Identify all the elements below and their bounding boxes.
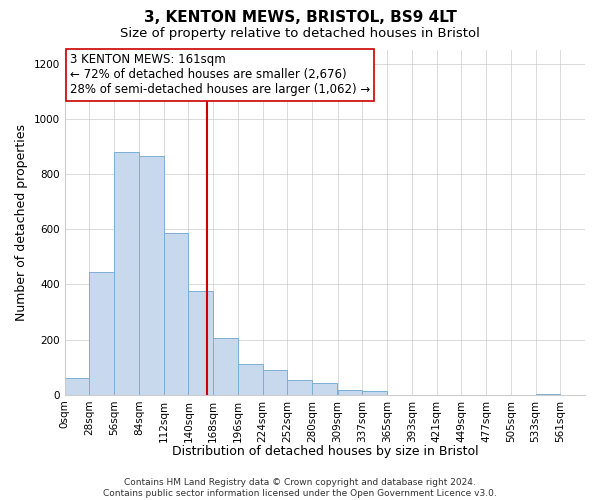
Bar <box>263 370 287 394</box>
Y-axis label: Number of detached properties: Number of detached properties <box>15 124 28 321</box>
Bar <box>238 364 263 394</box>
Text: Contains HM Land Registry data © Crown copyright and database right 2024.
Contai: Contains HM Land Registry data © Crown c… <box>103 478 497 498</box>
Bar <box>89 272 114 394</box>
Bar <box>287 380 312 394</box>
Bar <box>213 338 238 394</box>
Bar <box>65 378 89 394</box>
Bar <box>114 152 139 394</box>
Text: 3 KENTON MEWS: 161sqm
← 72% of detached houses are smaller (2,676)
28% of semi-d: 3 KENTON MEWS: 161sqm ← 72% of detached … <box>70 54 370 96</box>
X-axis label: Distribution of detached houses by size in Bristol: Distribution of detached houses by size … <box>172 444 478 458</box>
Bar <box>188 292 213 395</box>
Bar <box>312 382 337 394</box>
Bar <box>139 156 164 394</box>
Bar <box>362 392 387 394</box>
Bar <box>338 390 362 394</box>
Text: 3, KENTON MEWS, BRISTOL, BS9 4LT: 3, KENTON MEWS, BRISTOL, BS9 4LT <box>143 10 457 25</box>
Text: Size of property relative to detached houses in Bristol: Size of property relative to detached ho… <box>120 28 480 40</box>
Bar <box>164 234 188 394</box>
